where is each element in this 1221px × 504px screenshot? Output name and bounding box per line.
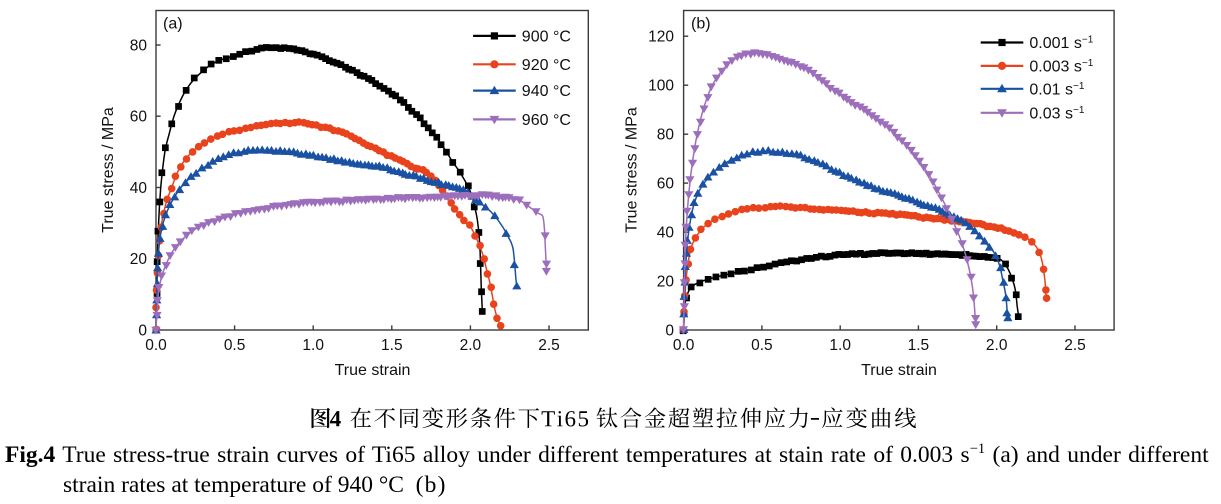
svg-text:1.0: 1.0	[302, 337, 324, 354]
svg-text:40: 40	[657, 225, 675, 242]
svg-text:920 °C: 920 °C	[522, 57, 571, 74]
svg-text:0.001 s−1: 0.001 s−1	[1029, 35, 1093, 53]
svg-text:940 °C: 940 °C	[522, 83, 571, 100]
svg-text:2.5: 2.5	[1064, 337, 1086, 354]
svg-text:120: 120	[648, 29, 674, 46]
svg-text:1.5: 1.5	[908, 337, 930, 354]
svg-text:0.0: 0.0	[673, 337, 695, 354]
svg-text:0.5: 0.5	[751, 337, 773, 354]
svg-text:True stress / MPa: True stress / MPa	[100, 107, 117, 233]
svg-text:0.5: 0.5	[224, 337, 246, 354]
svg-text:900 °C: 900 °C	[522, 29, 571, 46]
svg-text:2.5: 2.5	[538, 337, 560, 354]
svg-text:0.003 s−1: 0.003 s−1	[1029, 58, 1093, 76]
svg-text:0: 0	[665, 322, 674, 339]
svg-text:60: 60	[657, 176, 675, 193]
svg-text:20: 20	[130, 251, 148, 268]
svg-text:960 °C: 960 °C	[522, 112, 571, 129]
svg-text:80: 80	[130, 37, 148, 54]
svg-text:80: 80	[657, 127, 675, 144]
svg-text:60: 60	[130, 109, 148, 126]
svg-text:0.03 s−1: 0.03 s−1	[1029, 105, 1084, 123]
svg-text:True strain: True strain	[335, 362, 411, 379]
svg-text:0.01 s−1: 0.01 s−1	[1029, 81, 1084, 99]
svg-text:1.0: 1.0	[829, 337, 851, 354]
svg-text:True stress / MPa: True stress / MPa	[623, 107, 640, 233]
svg-text:2.0: 2.0	[986, 337, 1008, 354]
svg-text:0: 0	[138, 322, 147, 339]
svg-text:40: 40	[130, 180, 148, 197]
svg-text:20: 20	[657, 273, 675, 290]
svg-text:2.0: 2.0	[460, 337, 482, 354]
svg-text:1.5: 1.5	[381, 337, 403, 354]
svg-text:True strain: True strain	[861, 362, 937, 379]
svg-text:100: 100	[648, 78, 674, 95]
svg-text:(b): (b)	[691, 16, 711, 33]
svg-text:(a): (a)	[163, 16, 183, 33]
svg-text:0.0: 0.0	[145, 337, 167, 354]
